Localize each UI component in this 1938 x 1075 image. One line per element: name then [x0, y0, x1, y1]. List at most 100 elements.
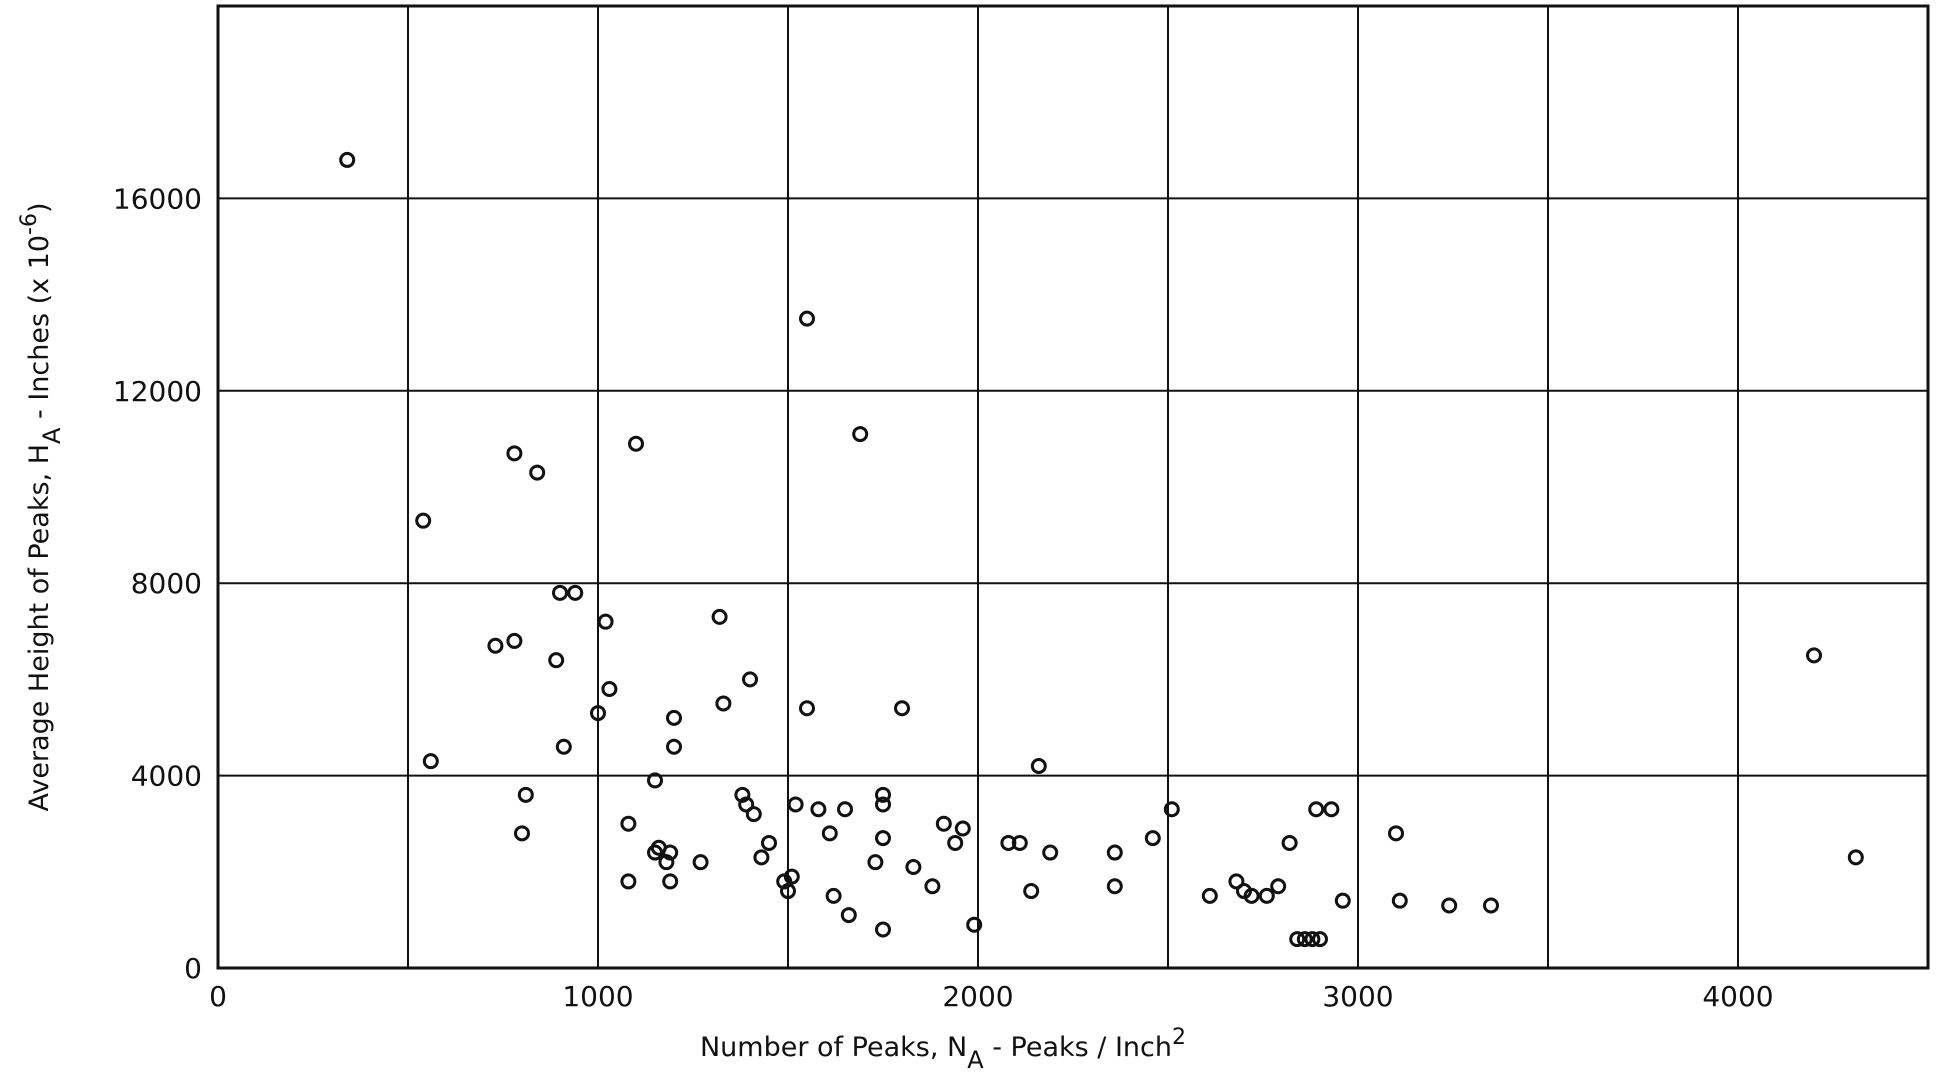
x-tick-label: 4000: [1702, 980, 1773, 1013]
data-point: [761, 834, 777, 851]
data-point: [1296, 931, 1313, 948]
y-tick-label: 0: [184, 952, 202, 985]
data-point: [1391, 892, 1408, 909]
data-point: [415, 512, 432, 529]
data-point: [825, 887, 842, 904]
data-point: [548, 652, 565, 669]
x-axis-label-subscript: A: [967, 1046, 984, 1074]
data-point: [954, 820, 971, 837]
data-point: [1144, 830, 1161, 847]
x-axis-label: Number of Peaks, NA - Peaks / Inch2: [700, 1025, 1186, 1074]
data-point: [734, 786, 751, 803]
data-point: [1334, 892, 1351, 909]
data-point: [905, 858, 922, 875]
data-point: [1000, 834, 1017, 851]
data-point: [514, 825, 530, 842]
y-axis-label-suffix: - Inches (x 10: [24, 235, 55, 428]
data-point: [745, 806, 762, 823]
y-axis-label-main: Average Height of Peaks, H: [24, 444, 55, 812]
data-point: [1042, 844, 1059, 861]
data-point: [1308, 801, 1325, 818]
data-point: [1388, 825, 1404, 842]
data-point: [1304, 931, 1321, 948]
data-point: [666, 709, 682, 726]
data-point: [875, 830, 891, 847]
data-point: [742, 671, 758, 688]
data-point: [799, 310, 815, 327]
y-tick-label: 4000: [131, 760, 202, 793]
data-point: [506, 632, 523, 649]
data-point: [628, 435, 644, 452]
data-point: [966, 916, 983, 933]
data-point: [692, 854, 709, 871]
data-point: [875, 796, 891, 813]
data-point: [597, 613, 614, 630]
x-axis-label-main: Number of Peaks, N: [700, 1032, 967, 1063]
x-axis-label-superscript: 2: [1172, 1025, 1186, 1050]
data-point: [1323, 801, 1340, 818]
data-point: [753, 849, 770, 866]
y-tick-label: 8000: [131, 567, 202, 600]
data-point: [783, 868, 800, 885]
y-axis-label-superscript: -6: [17, 213, 42, 235]
data-point: [875, 921, 891, 938]
data-point: [506, 445, 523, 462]
data-point: [852, 426, 869, 443]
data-point: [935, 815, 952, 832]
data-point: [867, 854, 884, 871]
x-tick-label: 1000: [562, 980, 633, 1013]
data-point: [875, 786, 891, 803]
data-point: [1258, 887, 1275, 904]
data-point: [422, 753, 439, 770]
data-point: [339, 151, 356, 168]
data-point: [1289, 931, 1306, 948]
data-point: [840, 907, 857, 924]
x-tick-label: 3000: [1322, 980, 1393, 1013]
data-point: [658, 854, 675, 871]
data-point: [662, 873, 679, 890]
data-point: [620, 873, 637, 890]
gridlines: [217, 6, 1929, 969]
y-tick-label: 12000: [113, 375, 202, 408]
data-point: [799, 700, 815, 717]
data-point: [647, 772, 663, 789]
x-tick-label: 2000: [942, 980, 1013, 1013]
plot-frame: [216, 4, 1930, 970]
data-points: [339, 151, 1864, 948]
data-point: [1243, 887, 1260, 904]
data-point: [738, 796, 755, 813]
data-point: [1163, 801, 1180, 818]
data-point: [517, 786, 534, 803]
x-axis-label-suffix: - Peaks / Inch: [984, 1032, 1172, 1063]
y-axis-label-closing: ): [24, 202, 55, 213]
data-point: [711, 608, 728, 625]
data-point: [1201, 887, 1218, 904]
data-point: [601, 681, 618, 698]
data-point: [1441, 897, 1458, 914]
y-tick-labels: 0 4000 8000 12000 16000: [113, 182, 202, 985]
y-axis-label-subscript: A: [38, 427, 66, 444]
data-point: [590, 705, 606, 722]
data-point: [894, 700, 910, 717]
data-point: [620, 815, 637, 832]
x-tick-labels: 0 1000 2000 3000 4000: [209, 980, 1774, 1013]
data-point: [487, 637, 504, 654]
data-point: [555, 738, 572, 755]
y-tick-label: 16000: [113, 182, 202, 215]
data-point: [1847, 849, 1864, 866]
data-point: [1806, 647, 1822, 664]
x-tick-label: 0: [209, 980, 227, 1013]
data-point: [787, 796, 804, 813]
data-point: [1106, 878, 1123, 895]
data-point: [1483, 897, 1499, 914]
data-point: [821, 825, 838, 842]
data-point: [947, 834, 964, 851]
y-axis-label: Average Height of Peaks, HA - Inches (x …: [17, 202, 66, 811]
data-point: [924, 878, 941, 895]
data-point: [780, 883, 796, 900]
data-point: [529, 464, 546, 481]
data-point: [1011, 834, 1028, 851]
data-point: [666, 738, 682, 755]
data-point: [1281, 834, 1298, 851]
